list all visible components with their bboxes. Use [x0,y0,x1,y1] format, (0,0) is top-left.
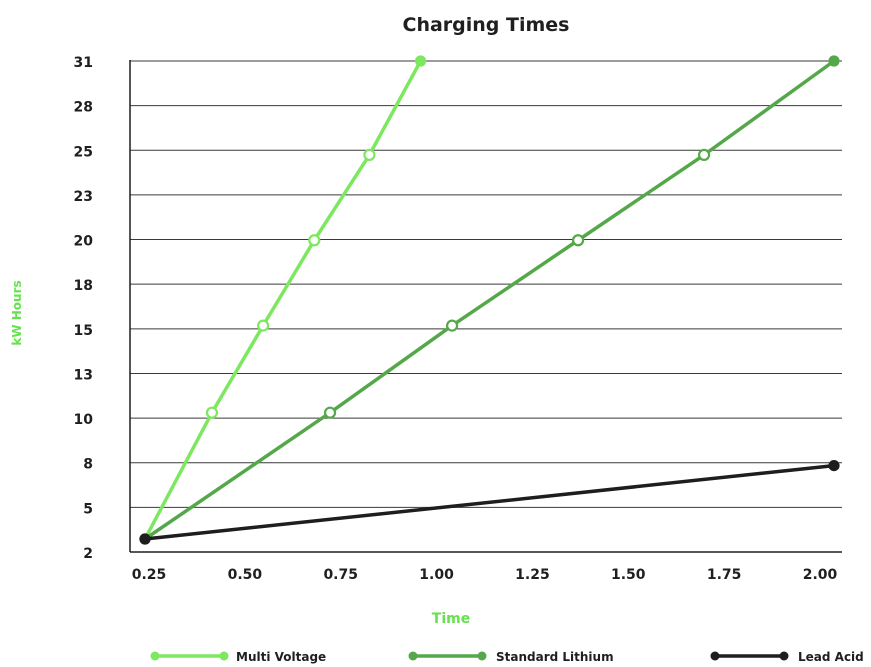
y-tick-label: 20 [74,234,94,250]
series-multi-voltage [139,55,427,545]
data-point [308,234,321,247]
y-tick-label: 5 [83,501,93,517]
legend: Multi Voltage Standard Lithium Lead Acid [150,650,864,664]
legend-marker [408,651,418,661]
y-axis-label: kW Hours [10,280,24,345]
legend-item: Lead Acid [710,650,864,664]
y-tick-label: 2 [83,546,93,562]
legend-label: Standard Lithium [496,650,614,664]
data-point [828,459,840,472]
y-tick-label: 31 [74,55,93,71]
series-line [143,463,836,541]
x-tick-label: 1.00 [419,567,454,583]
y-tick-label: 23 [74,189,93,205]
x-tick-label: 0.75 [323,567,358,583]
series-line [143,59,836,541]
data-point [323,406,337,419]
series-line [143,59,423,541]
data-point [257,319,270,332]
legend-item: Standard Lithium [408,650,614,664]
series-standard-lithium [139,55,840,545]
x-tick-label: 1.50 [611,567,646,583]
y-tick-label: 10 [74,412,94,428]
data-point [415,55,427,67]
x-axis-ticks: 0.25 0.50 0.75 1.00 1.25 1.50 1.75 2.00 [132,567,838,583]
legend-marker [710,651,720,661]
series-lead-acid [139,459,840,545]
series-layer [139,55,840,545]
data-point [139,533,151,545]
data-point [363,148,376,161]
x-tick-label: 1.75 [707,567,742,583]
legend-item: Multi Voltage [150,650,326,664]
x-axis-label: Time [432,611,470,627]
y-tick-label: 8 [83,457,93,473]
legend-marker [150,651,160,661]
y-tick-label: 18 [74,278,93,294]
data-point [697,148,711,161]
x-tick-label: 2.00 [803,567,838,583]
data-point [445,319,459,332]
data-point [828,55,840,67]
x-tick-label: 1.25 [515,567,550,583]
x-tick-label: 0.25 [132,567,167,583]
y-tick-label: 15 [74,323,93,339]
legend-label: Multi Voltage [236,650,326,664]
data-point [205,406,219,419]
gridlines [130,60,842,508]
legend-label: Lead Acid [798,650,864,664]
chart-title: Charging Times [403,14,570,36]
legend-marker [219,651,229,661]
y-tick-label: 28 [74,100,93,116]
data-point [571,234,585,247]
y-tick-label: 13 [74,367,93,383]
y-tick-label: 25 [74,144,93,160]
legend-marker [477,651,487,661]
x-tick-label: 0.50 [228,567,263,583]
legend-marker [779,651,789,661]
